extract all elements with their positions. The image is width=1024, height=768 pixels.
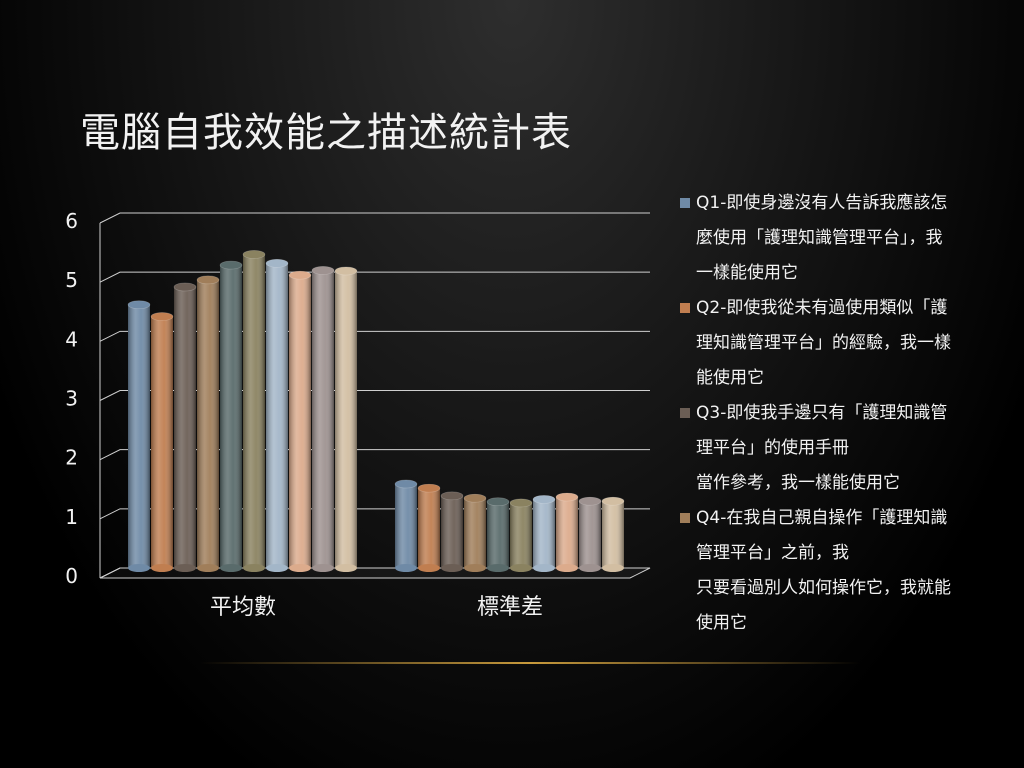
y-axis-ticks: 0 1 2 3 4 5 6	[65, 209, 78, 588]
bar	[334, 266, 358, 572]
gridline	[99, 449, 650, 461]
gridline	[99, 271, 650, 283]
bar	[311, 266, 335, 572]
bar	[242, 250, 266, 572]
x-tick-label: 平均數	[210, 595, 276, 620]
bar	[288, 270, 312, 572]
slide-title: 電腦自我效能之描述統計表	[80, 110, 572, 156]
gridline	[99, 330, 650, 342]
chart-bars	[127, 250, 625, 572]
legend-label: Q2-即使我從未有過使用類似「護 理知識管理平台」的經驗，我一樣 能使用它	[696, 298, 951, 388]
y-tick-label: 6	[65, 209, 78, 233]
gridline	[99, 390, 650, 401]
legend-swatch	[680, 408, 690, 418]
legend-item: Q2-即使我從未有過使用類似「護 理知識管理平台」的經驗，我一樣 能使用它	[680, 291, 1002, 396]
bar	[440, 491, 464, 572]
x-tick-label: 標準差	[477, 595, 543, 620]
legend-item: Q1-即使身邊沒有人告訴我應該怎 麼使用「護理知識管理平台」，我 一樣能使用它	[680, 186, 1002, 291]
x-axis-labels: 平均數 標準差	[210, 595, 543, 620]
bar	[417, 483, 441, 572]
bar	[394, 479, 418, 572]
gridline	[99, 212, 650, 224]
legend-item: Q4-在我自己親自操作「護理知識 管理平台」之前，我 只要看過別人如何操作它，我…	[680, 501, 1002, 634]
legend-swatch	[680, 198, 690, 208]
bar	[463, 493, 487, 572]
legend-label: Q3-即使我手邊只有「護理知識管 理平台」的使用手冊 當作參考，我一樣能使用它	[696, 403, 948, 493]
bar	[196, 275, 220, 572]
y-tick-label: 0	[65, 564, 78, 588]
bar	[173, 282, 197, 572]
bar	[127, 300, 151, 572]
bar	[219, 260, 243, 572]
y-tick-label: 3	[65, 387, 78, 411]
y-tick-label: 5	[65, 268, 78, 292]
legend-label: Q1-即使身邊沒有人告訴我應該怎 麼使用「護理知識管理平台」，我 一樣能使用它	[696, 193, 948, 283]
bar	[265, 258, 289, 572]
divider-line	[200, 662, 860, 664]
legend-label: Q4-在我自己親自操作「護理知識 管理平台」之前，我 只要看過別人如何操作它，我…	[696, 508, 951, 633]
bar	[509, 498, 533, 572]
bar	[150, 312, 174, 572]
y-tick-label: 1	[65, 505, 78, 529]
bar	[486, 497, 510, 572]
chart-legend: Q1-即使身邊沒有人告訴我應該怎 麼使用「護理知識管理平台」，我 一樣能使用它 Q…	[680, 186, 1002, 634]
legend-swatch	[680, 513, 690, 523]
legend-swatch	[680, 303, 690, 313]
bar	[555, 492, 579, 572]
bar	[601, 496, 625, 572]
bar	[578, 496, 602, 572]
legend-item: Q3-即使我手邊只有「護理知識管 理平台」的使用手冊 當作參考，我一樣能使用它	[680, 396, 1002, 501]
y-tick-label: 4	[65, 327, 78, 351]
y-tick-label: 2	[65, 446, 78, 470]
bar	[532, 495, 556, 572]
